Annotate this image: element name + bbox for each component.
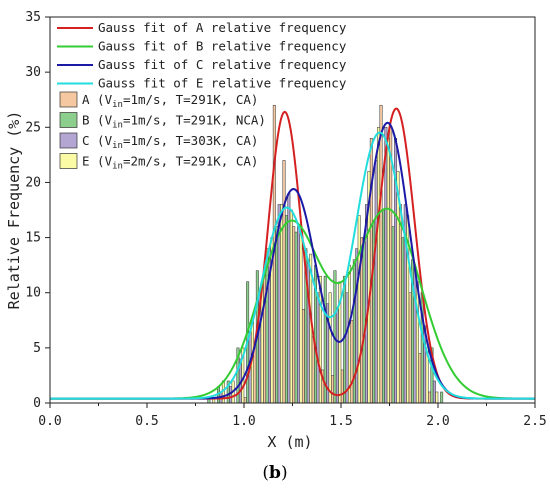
legend-label-subscript: in [112,100,123,110]
bar-a-5 [243,397,247,404]
legend-swatch-a [59,91,78,108]
fit-curves-layer [50,107,535,400]
fit-curve-d [50,131,535,400]
axes-layer: 0.0 0.5 1.0 1.5 2.0 2.5 0 5 10 15 20 25 30 35 [25,10,546,429]
legend-label-suffix: =2m/s, T=291K, CA) [123,154,258,169]
legend-label-fit-b: Gauss fit of B relative frequency [98,39,347,54]
bar-e-19 [386,138,390,404]
bar-a-11 [301,309,305,404]
legend-label-suffix: =1m/s, T=291K, NCA) [123,113,266,128]
legend-label-subscript: in [112,162,123,172]
bar-a-19 [379,104,383,404]
legend-label-fit-c: Gauss fit of C relative frequency [98,57,347,72]
bar-a-20 [389,127,393,404]
x-axis-title: X (m) [267,433,312,451]
y-tick-label-7: 35 [25,10,41,25]
legend-label-fit-a: Gauss fit of A relative frequency [98,20,347,35]
bar-e-18 [377,127,381,404]
legend-label-subscript: in [112,141,123,151]
bar-c-9 [287,193,291,404]
legend-label-prefix: A (V [82,92,113,107]
bar-e-10 [299,231,303,404]
y-tick-label-1: 5 [33,341,41,356]
bar-c-19 [384,127,388,404]
bar-c-15 [345,292,349,404]
y-tick-label-0: 0 [33,396,41,411]
panel-label-open: ( [262,463,269,483]
bar-a-23 [418,353,422,404]
legend-label-hist-a: A (Vin=1m/s, T=291K, CA) [82,92,258,110]
legend-label-suffix: =1m/s, T=291K, CA) [123,92,258,107]
bar-e-15 [348,264,351,404]
bar-b-21 [401,237,405,404]
x-tick-label-4: 2.0 [426,414,449,429]
x-tick-label-1: 0.5 [135,414,158,429]
bar-e-22 [415,281,419,404]
x-tick-label-5: 2.5 [523,414,546,429]
y-tick-label-5: 25 [25,120,41,135]
legend-label-hist-b: B (Vin=1m/s, T=291K, NCA) [82,113,266,131]
bar-a-6 [253,347,257,404]
bar-a-14 [331,375,334,404]
y-tick-label-2: 10 [25,286,41,301]
legend: Gauss fit of A relative frequency Gauss f… [57,20,347,172]
bar-c-12 [316,292,320,404]
bar-e-13 [328,292,332,404]
bar-b-9 [284,215,288,404]
legend-label-hist-e: E (Vin=2m/s, T=291K, CA) [82,154,258,172]
y-tick-label-3: 15 [25,231,41,246]
bar-a-15 [340,369,344,404]
legend-label-prefix: C (V [82,133,113,148]
bar-e-8 [280,204,284,404]
bar-b-17 [362,237,366,404]
x-tick-label-2: 1.0 [232,414,255,429]
bar-a-7 [263,270,267,404]
bar-c-16 [355,248,359,404]
bar-a-22 [408,292,412,404]
legend-swatch-b [59,112,78,128]
bar-a-24 [428,391,431,404]
bar-b-10 [294,231,298,404]
panel-label-letter: b [269,463,281,483]
bar-a-9 [282,160,286,404]
x-tick-label-3: 1.5 [329,414,352,429]
legend-label-suffix: =1m/s, T=303K, CA) [123,133,258,148]
bar-a-10 [292,226,296,404]
y-tick-label-6: 30 [25,65,41,80]
x-tick-label-0: 0.0 [38,414,61,429]
bar-e-20 [396,171,400,404]
bar-a-16 [350,320,354,404]
panel-label: (b) [262,463,287,483]
y-tick-label-4: 20 [25,175,41,190]
bar-a-21 [398,204,402,404]
bar-e-24 [435,391,439,404]
legend-label-prefix: B (V [82,113,113,128]
bar-c-24 [432,380,436,404]
legend-label-hist-c: C (Vin=1m/s, T=303K, CA) [82,133,258,151]
bar-c-14 [335,309,339,404]
legend-swatch-e [59,153,78,169]
legend-label-subscript: in [112,121,123,131]
bar-c-10 [297,226,301,404]
bar-b-25 [440,391,444,404]
bar-c-18 [374,160,378,404]
legend-swatch-c [59,132,78,149]
legend-label-prefix: E (V [82,154,113,169]
bar-b-20 [391,226,395,404]
bar-a-12 [311,336,315,404]
bar-b-19 [381,209,385,404]
legend-label-fit-d: Gauss fit of E relative frequency [98,76,347,91]
y-axis-title: Relative Frequency (%) [5,111,23,310]
panel-label-close: ) [281,463,288,483]
bar-e-16 [357,215,361,404]
bar-b-8 [275,226,279,404]
bar-e-9 [289,209,293,404]
